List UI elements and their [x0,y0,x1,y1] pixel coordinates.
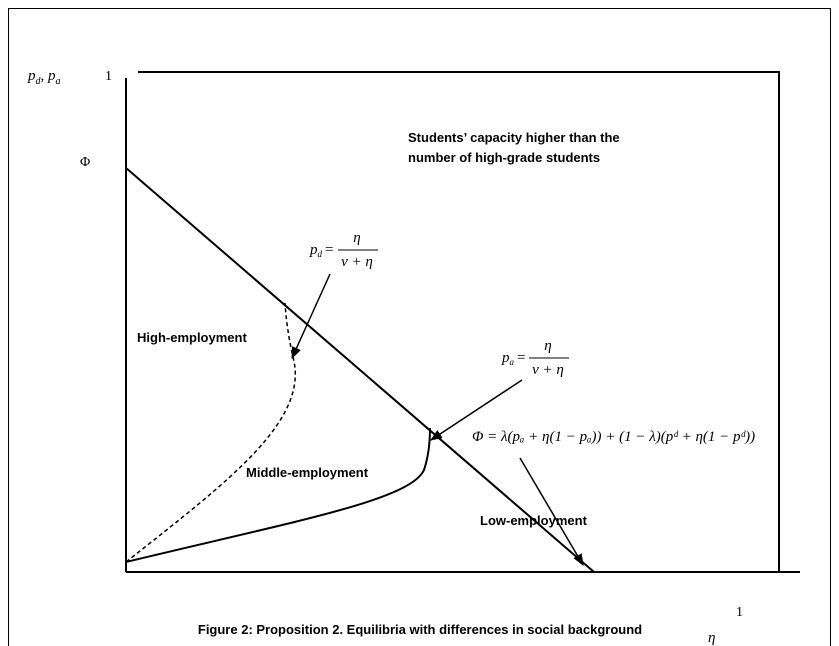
formula-eq: = [517,350,525,366]
formula-sub: d [318,249,323,259]
phi-label: Φ [80,155,90,170]
numerator: η [353,230,360,246]
formula-pa: pa = η ν + η [501,338,569,378]
annotation: number of high-grade students [408,150,600,165]
pa-curve [125,427,431,563]
denominator: ν + η [532,362,564,378]
numerator: η [544,338,551,354]
y-label-part: p [47,68,56,84]
arrow-pa [429,379,523,441]
y-label-part: p [27,68,36,84]
formula-part: p [501,350,510,366]
arrow-pd [291,273,331,360]
svg-text:pa=: pa = [501,350,525,367]
svg-text:pd=: pd = [309,242,333,259]
region-label: Middle-employment [246,465,369,480]
formula-sub: a [510,357,515,367]
caption: Figure 2: Proposition 2. Equilibria with… [198,622,642,637]
region-label: Low-employment [480,513,588,528]
y-label-sub: d [36,76,42,87]
frame [8,8,831,646]
y-max-label: 1 [105,69,112,84]
x-max-label: 1 [736,605,743,620]
annotation: Students’ capacity higher than the [408,130,620,145]
formula-pd: pd = η ν + η [309,230,378,270]
y-label-sep: , [41,68,49,84]
formula-phi: Φ = λ(pₐ + η(1 − pₐ)) + (1 − λ)(pᵈ + η(1… [472,429,755,445]
pd-curve [125,302,296,563]
phi-line [125,167,595,573]
x-axis-label: η [708,630,715,646]
formula-eq: = [325,242,333,258]
denominator: ν + η [341,254,373,270]
region-label: High-employment [137,330,247,345]
y-label-sub: a [56,76,61,87]
arrow-phi [519,457,584,567]
y-axis-label: pd, pa [27,68,61,87]
formula-part: p [309,242,318,258]
